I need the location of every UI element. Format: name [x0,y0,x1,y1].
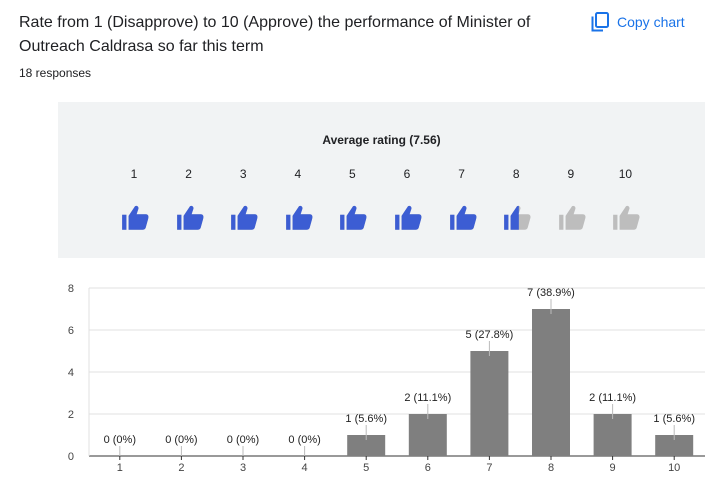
bar [655,435,694,456]
y-tick-label: 6 [68,325,74,337]
bar-chart: 0 2 4 6 8 0 (0%) 1 0 (0%) 2 0 (0%) 3 0 (0%) 4 1 (5.6%… [68,283,705,474]
x-tick-label: 8 [548,462,554,474]
thumb-up-icon [229,203,259,233]
x-tick-label: 6 [425,462,431,474]
data-label: 2 (11.1%) [404,392,451,404]
copy-chart-label: Copy chart [617,14,685,30]
x-tick-label: 5 [363,462,369,474]
rating-number: 10 [618,167,633,181]
average-rating-panel [58,102,705,258]
x-tick-label: 4 [302,462,308,474]
bar [532,309,570,456]
y-tick-label: 2 [68,409,74,421]
thumb-up-icon [448,203,478,233]
y-tick-label: 4 [68,367,74,379]
data-label: 0 (0%) [104,434,136,446]
thumb-up-icon [611,203,641,233]
x-tick-label: 2 [178,462,184,474]
bar [347,435,386,456]
data-label: 2 (11.1%) [589,392,636,404]
rating-number: 1 [130,167,138,181]
bar [408,414,447,456]
rating-number: 2 [185,167,192,181]
x-tick-label: 9 [610,462,616,474]
thumb-up-icon [557,203,587,233]
rating-number: 8 [512,167,520,181]
x-tick-label: 1 [117,462,123,474]
rating-number: 5 [349,167,356,181]
bar [593,414,632,456]
average-rating-label: Average rating (7.56) [322,133,441,147]
thumb-up-icon [338,203,368,233]
rating-number: 6 [403,167,411,181]
data-label: 5 (27.8%) [466,329,514,341]
rating-number: 9 [567,167,575,181]
data-label: 0 (0%) [165,434,197,446]
data-label: 1 (5.6%) [345,413,387,425]
y-tick-label: 8 [68,283,74,295]
x-tick-label: 10 [668,462,680,474]
y-tick-label: 0 [68,451,74,463]
data-label: 1 (5.6%) [653,413,695,425]
thumb-up-icon [120,203,150,233]
bar [470,351,509,456]
question-title: Rate from 1 (Disapprove) to 10 (Approve)… [19,14,531,55]
thumb-up-icon [175,203,205,233]
copy-chart-button[interactable]: Copy chart [591,12,685,32]
rating-number: 4 [294,167,302,181]
thumb-up-icon [393,203,423,233]
response-count: 18 responses [19,66,92,80]
rating-number: 7 [458,167,465,181]
x-tick-label: 7 [486,462,492,474]
data-label: 7 (38.9%) [527,287,575,299]
x-tick-label: 3 [240,462,246,474]
rating-number: 3 [239,167,247,181]
data-label: 0 (0%) [288,434,320,446]
thumb-up-icon [284,203,314,233]
data-label: 0 (0%) [227,434,259,446]
thumb-up-icon [502,203,532,233]
copy-icon [591,12,609,32]
